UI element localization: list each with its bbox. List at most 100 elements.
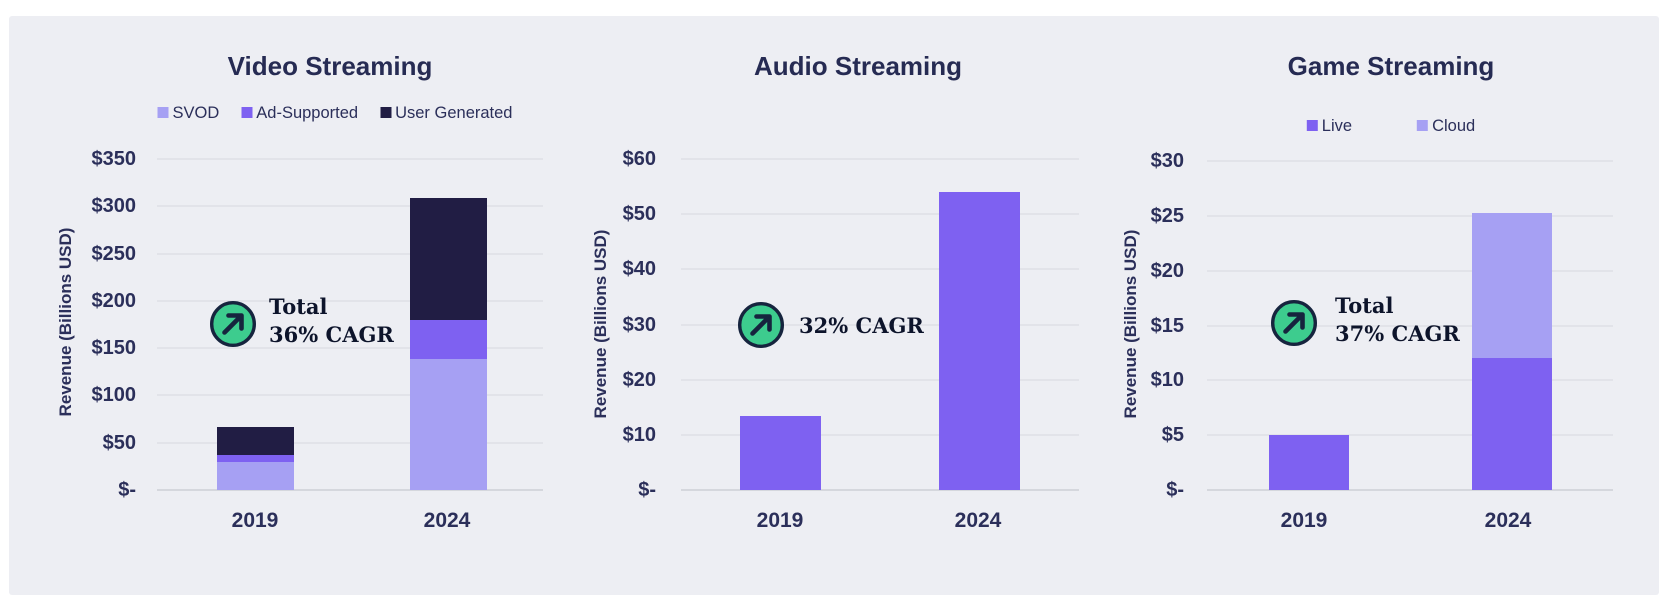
y-tick-label: $250 xyxy=(91,242,137,265)
legend-item-cloud: Cloud xyxy=(1417,118,1475,134)
legend-label: User Generated xyxy=(395,104,513,122)
cagr-badge-line: 36% CAGR xyxy=(269,322,394,347)
gridline xyxy=(1207,160,1613,162)
gridline xyxy=(681,323,1079,326)
bar-2019-user-generated xyxy=(216,426,294,455)
y-tick-label: $- xyxy=(638,479,656,501)
legend-swatch-icon xyxy=(1306,120,1318,131)
arrow-up-right-icon xyxy=(1271,300,1317,346)
gridline xyxy=(157,205,543,208)
bar-2024-user-generated xyxy=(409,197,487,320)
x-tick-label: 2019 xyxy=(756,509,804,532)
legend: SVOD Ad-Supported User Generated xyxy=(157,104,513,122)
cagr-badge-line: Total xyxy=(269,294,328,319)
y-tick-label: $50 xyxy=(102,431,136,454)
y-tick-label: $350 xyxy=(91,148,137,170)
gridline xyxy=(157,441,543,444)
cagr-badge-text: Total 36% CAGR xyxy=(269,293,394,349)
y-tick-label: $- xyxy=(118,479,136,501)
y-tick-label: $50 xyxy=(622,203,656,226)
cagr-badge xyxy=(208,299,258,349)
gridline xyxy=(157,252,543,255)
cagr-badge-line: Total xyxy=(1335,293,1394,318)
x-axis-line xyxy=(681,489,1079,491)
y-tick-label: $30 xyxy=(1150,150,1184,172)
chart-title: Game Streaming xyxy=(1287,51,1495,81)
y-tick-label: $150 xyxy=(91,337,137,360)
bar-2019-revenue xyxy=(739,415,821,490)
bar-2024-live xyxy=(1472,358,1552,490)
legend-item-svod: SVOD xyxy=(157,104,220,122)
y-tick-label: $5 xyxy=(1161,424,1184,447)
y-tick-label: $40 xyxy=(622,258,656,281)
legend: Live Cloud xyxy=(1306,117,1475,135)
gridline xyxy=(1207,324,1613,327)
x-axis-line xyxy=(157,489,543,491)
gridline xyxy=(681,268,1079,271)
x-tick-label: 2019 xyxy=(1280,509,1328,532)
gridline xyxy=(1207,269,1613,272)
x-tick-label: 2019 xyxy=(231,509,279,532)
legend-label: Ad-Supported xyxy=(256,104,359,122)
x-tick-label: 2024 xyxy=(1484,509,1532,532)
arrow-up-right-icon xyxy=(738,302,784,348)
legend-label: Cloud xyxy=(1432,117,1476,135)
legend-item-ad-supported: Ad-Supported xyxy=(241,105,358,121)
bar-2024-ad-supported xyxy=(409,319,487,360)
legend-swatch-icon xyxy=(241,107,253,118)
gridline xyxy=(1207,214,1613,217)
y-tick-label: $60 xyxy=(622,148,656,170)
chart-audio-streaming: Audio Streaming $- $10 $20 $30 $40 $50 $60 Reven… xyxy=(9,16,1659,595)
cagr-badge-line: 37% CAGR xyxy=(1335,321,1460,346)
y-tick-label: $200 xyxy=(91,289,137,312)
cagr-badge-text: Total 37% CAGR xyxy=(1335,292,1460,348)
charts-panel: Video Streaming SVOD Ad-Supported User Gene… xyxy=(9,16,1659,595)
gridline xyxy=(1207,434,1613,437)
gridline xyxy=(681,433,1079,436)
bar-2019-svod xyxy=(216,461,294,490)
y-tick-label: $10 xyxy=(1150,369,1184,392)
x-tick-label: 2024 xyxy=(423,509,471,532)
legend-swatch-icon xyxy=(380,107,392,118)
arrow-up-right-icon xyxy=(210,301,256,347)
chart-game-streaming: Game Streaming Live Cloud $- $5 $10 $15 $20 $25 $… xyxy=(9,16,1659,595)
bar-2024-revenue xyxy=(938,192,1020,490)
gridline xyxy=(681,158,1079,160)
cagr-badge-line: 32% CAGR xyxy=(799,313,924,338)
chart-title: Audio Streaming xyxy=(753,51,963,81)
gridline xyxy=(157,394,543,397)
bar-2019-ad-supported xyxy=(216,455,294,462)
legend-item-live: Live xyxy=(1306,117,1353,135)
y-tick-label: $30 xyxy=(622,313,656,336)
legend-item-user-generated: User Generated xyxy=(380,104,513,122)
legend-label: Live xyxy=(1321,117,1353,135)
gridline xyxy=(157,299,543,302)
y-tick-label: $20 xyxy=(622,368,656,391)
gridline xyxy=(157,158,543,160)
y-tick-label: $25 xyxy=(1150,204,1184,227)
x-tick-label: 2024 xyxy=(954,509,1002,532)
legend-swatch-icon xyxy=(1417,120,1429,131)
gridline xyxy=(1207,379,1613,382)
cagr-badge-text: 32% CAGR xyxy=(799,312,924,340)
cagr-badge xyxy=(736,300,786,350)
legend-swatch-icon xyxy=(157,107,169,118)
y-tick-label: $100 xyxy=(91,384,137,407)
chart-title: Video Streaming xyxy=(227,51,433,81)
cagr-badge xyxy=(1269,298,1319,348)
chart-video-streaming: Video Streaming SVOD Ad-Supported User Gene… xyxy=(9,16,1659,595)
y-tick-label: $10 xyxy=(622,423,656,446)
gridline xyxy=(681,378,1079,381)
x-axis-line xyxy=(1207,489,1613,491)
y-axis-title: Revenue (Billions USD) xyxy=(1121,229,1140,419)
legend-label: SVOD xyxy=(172,104,220,122)
bar-2019-live xyxy=(1269,435,1349,490)
bar-2024-svod xyxy=(409,359,487,490)
bar-2024-cloud xyxy=(1472,212,1552,359)
y-tick-label: $300 xyxy=(91,195,137,218)
y-tick-label: $20 xyxy=(1150,259,1184,282)
y-tick-label: $- xyxy=(1166,479,1184,501)
gridline xyxy=(681,213,1079,216)
gridline xyxy=(157,347,543,350)
y-tick-label: $15 xyxy=(1150,314,1184,337)
